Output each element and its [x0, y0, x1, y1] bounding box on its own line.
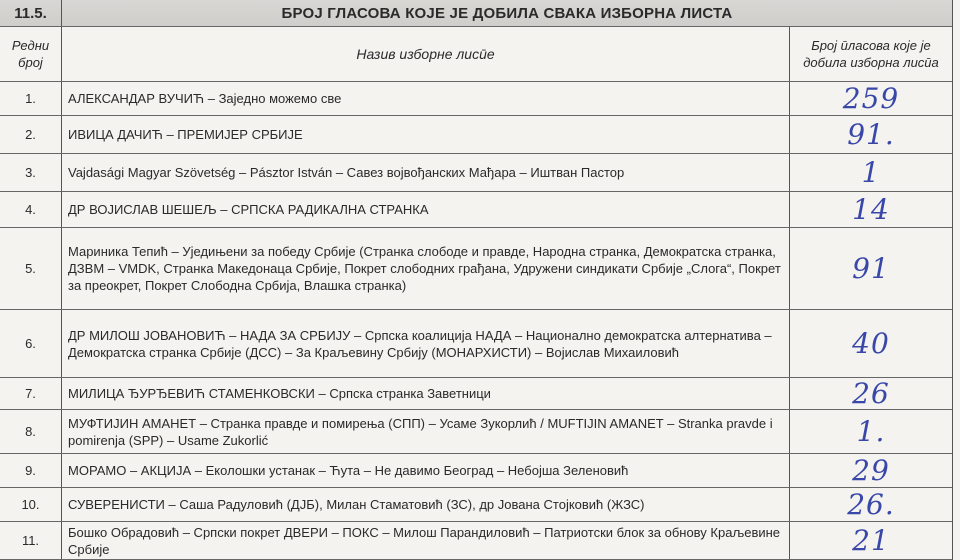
vote-count: 29: [790, 454, 952, 487]
row-number: 5.: [0, 228, 62, 309]
list-name: ДР МИЛОШ ЈОВАНОВИЋ – НАДА ЗА СРБИЈУ – Ср…: [62, 310, 790, 377]
vote-count: 1: [790, 154, 952, 191]
handwritten-votes: 26.: [847, 488, 895, 521]
header-votes: Број ӣласова које је добила изборна лисӣ…: [803, 38, 939, 70]
vote-count: 91.: [790, 116, 952, 153]
section-header: 11.5. БРОЈ ГЛАСОВА КОЈЕ ЈЕ ДОБИЛА СВАКА …: [0, 0, 952, 27]
section-title: БРОЈ ГЛАСОВА КОЈЕ ЈЕ ДОБИЛА СВАКА ИЗБОРН…: [281, 4, 733, 22]
row-number: 3.: [0, 154, 62, 191]
vote-count: 91: [790, 228, 952, 309]
table-row: 5. Мариника Тепић – Уједињени за победу …: [0, 228, 952, 310]
list-name: МИЛИЦА ЂУРЂЕВИЋ СТАМЕНКОВСКИ – Српска ст…: [62, 378, 790, 409]
list-name: Мариника Тепић – Уједињени за победу Срб…: [62, 228, 790, 309]
handwritten-votes: 259: [842, 82, 900, 115]
row-number: 11.: [0, 522, 62, 559]
list-name: ДР ВОЈИСЛАВ ШЕШЕЉ – СРПСКА РАДИКАЛНА СТР…: [62, 192, 790, 227]
vote-count: 259: [790, 82, 952, 115]
handwritten-votes: 26: [852, 377, 890, 410]
handwritten-votes: 91: [852, 252, 890, 285]
table-row: 4. ДР ВОЈИСЛАВ ШЕШЕЉ – СРПСКА РАДИКАЛНА …: [0, 192, 952, 228]
handwritten-votes: 40: [852, 327, 890, 360]
row-number: 9.: [0, 454, 62, 487]
vote-count: 14: [790, 192, 952, 227]
row-number: 1.: [0, 82, 62, 115]
row-number: 10.: [0, 488, 62, 521]
column-headers: Редни број Назив изборне лисӣе Број ӣлас…: [0, 27, 952, 82]
handwritten-votes: 1: [861, 156, 881, 189]
vote-count: 21: [790, 522, 952, 559]
table-row: 6. ДР МИЛОШ ЈОВАНОВИЋ – НАДА ЗА СРБИЈУ –…: [0, 310, 952, 378]
vote-count: 1.: [790, 410, 952, 453]
row-number: 7.: [0, 378, 62, 409]
list-name: Vajdasági Magyar Szövetség – Pásztor Ist…: [62, 154, 790, 191]
header-no: Редни број: [0, 27, 62, 81]
list-name: Бошко Обрадовић – Српски покрет ДВЕРИ – …: [62, 522, 790, 559]
handwritten-votes: 14: [852, 193, 890, 226]
list-name: АЛЕКСАНДАР ВУЧИЋ – Заједно можемо све: [62, 82, 790, 115]
vote-count: 26: [790, 377, 952, 410]
handwritten-votes: 1.: [856, 415, 886, 448]
vote-count: 40: [790, 310, 952, 377]
table-row: 9. МОРАМО – АКЦИЈА – Еколошки устанак – …: [0, 454, 952, 488]
list-name: МУФТИЈИН АМАНЕТ – Странка правде и помир…: [62, 410, 790, 453]
header-name: Назив изборне лисӣе: [62, 27, 790, 81]
section-number: 11.5.: [0, 0, 62, 26]
row-number: 6.: [0, 310, 62, 377]
row-number: 8.: [0, 410, 62, 453]
table-row: 7. МИЛИЦА ЂУРЂЕВИЋ СТАМЕНКОВСКИ – Српска…: [0, 377, 952, 410]
table-row: 2. ИВИЦА ДАЧИЋ – ПРЕМИЈЕР СРБИЈЕ 91.: [0, 116, 952, 154]
table-row: 11. Бошко Обрадовић – Српски покрет ДВЕР…: [0, 522, 952, 560]
handwritten-votes: 21: [852, 524, 890, 557]
table-row: 8. МУФТИЈИН АМАНЕТ – Странка правде и по…: [0, 410, 952, 454]
list-name: МОРАМО – АКЦИЈА – Еколошки устанак – Ћут…: [62, 454, 790, 487]
list-name: СУВЕРЕНИСТИ – Саша Радуловић (ДЈБ), Мила…: [62, 488, 790, 521]
row-number: 2.: [0, 116, 62, 153]
handwritten-votes: 91.: [847, 118, 895, 151]
table-row: 3. Vajdasági Magyar Szövetség – Pásztor …: [0, 154, 952, 192]
row-number: 4.: [0, 192, 62, 227]
table-row: 1. АЛЕКСАНДАР ВУЧИЋ – Заједно можемо све…: [0, 82, 952, 116]
handwritten-votes: 29: [852, 454, 890, 487]
table-row: 10. СУВЕРЕНИСТИ – Саша Радуловић (ДЈБ), …: [0, 488, 952, 522]
list-name: ИВИЦА ДАЧИЋ – ПРЕМИЈЕР СРБИЈЕ: [62, 116, 790, 153]
vote-count: 26.: [790, 488, 952, 521]
